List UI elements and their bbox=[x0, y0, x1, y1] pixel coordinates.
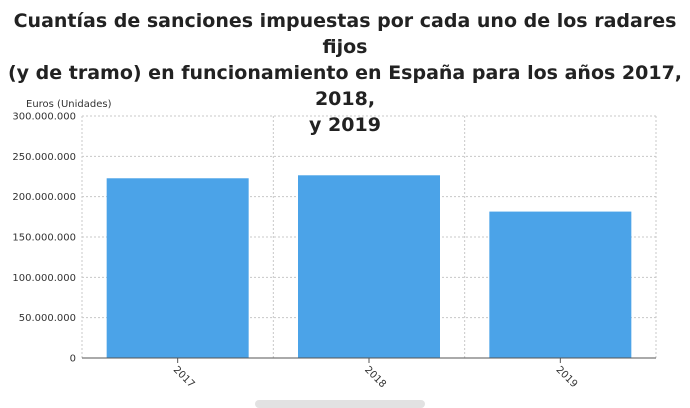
chart-title-line-3: y 2019 bbox=[309, 114, 381, 136]
y-tick-label: 0 bbox=[70, 354, 76, 365]
bar-2017 bbox=[106, 178, 249, 358]
grid-lines bbox=[81, 115, 657, 358]
bar-2018 bbox=[298, 175, 440, 358]
footer-source-blurred bbox=[255, 400, 425, 408]
y-tick-label: 150.000.000 bbox=[12, 233, 76, 244]
y-axis-label: Euros (Unidades) bbox=[26, 99, 112, 110]
y-tick-label: 300.000.000 bbox=[12, 112, 76, 123]
x-tick-label: 2018 bbox=[362, 364, 388, 390]
y-tick-label: 50.000.000 bbox=[19, 313, 76, 324]
chart-title: Cuantías de sanciones impuestas por cada… bbox=[0, 8, 690, 138]
x-tick-label: 2019 bbox=[553, 364, 579, 390]
bars bbox=[106, 175, 632, 358]
y-axis-ticks: 0 50.000.000 100.000.000 150.000.000 200.000… bbox=[12, 112, 76, 365]
y-tick-label: 100.000.000 bbox=[12, 273, 76, 284]
x-tick-label: 2017 bbox=[171, 364, 197, 390]
chart-title-line-2: (y de tramo) en funcionamiento en España… bbox=[7, 62, 683, 110]
y-tick-label: 200.000.000 bbox=[12, 192, 76, 203]
bar-2019 bbox=[489, 211, 632, 358]
chart-title-line-1: Cuantías de sanciones impuestas por cada… bbox=[13, 10, 677, 58]
y-tick-label: 250.000.000 bbox=[12, 152, 76, 163]
x-axis-ticks: 2017 2018 2019 bbox=[171, 358, 579, 390]
